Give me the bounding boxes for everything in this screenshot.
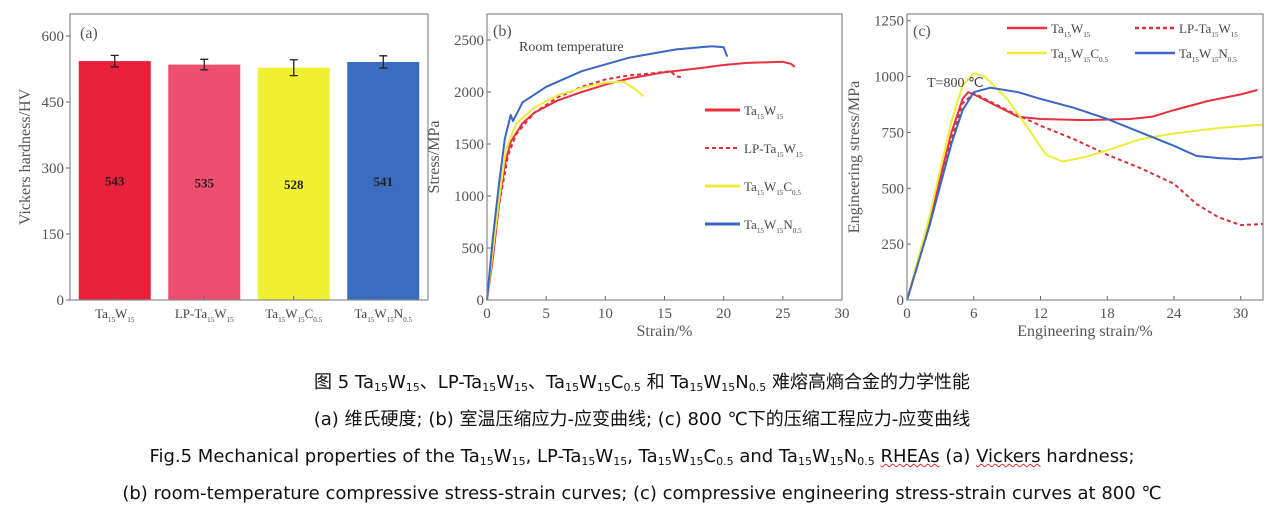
legend-label-0: Ta15W15 <box>744 103 784 121</box>
series-line-2 <box>906 72 1264 301</box>
caption-line-cn-title: 图 5 Ta15W15、LP-Ta15W15、Ta15W15C0.5 和 Ta1… <box>314 372 970 394</box>
panel-label: (a) <box>80 25 98 42</box>
caption-line-en-title: Fig.5 Mechanical properties of the Ta15W… <box>149 446 1135 468</box>
x-tick-label-6: 30 <box>835 306 850 322</box>
figure-panels: 543 Ta15W15 535 LP-Ta15W15 528 Ta15W15C0.5 541… <box>17 13 1264 340</box>
bar-value-label-1: 535 <box>195 175 215 190</box>
plot-frame <box>69 13 429 301</box>
y-tick-label-4: 2000 <box>454 85 484 101</box>
legend-label-2: Ta15W15C0.5 <box>744 179 801 197</box>
y-tick-label-0: 0 <box>897 293 905 309</box>
x-tick-label-3: Ta15W15N0.5 <box>354 306 412 324</box>
error-bar-2 <box>289 59 298 77</box>
y-tick-label-1: 250 <box>882 237 905 253</box>
bar-2 <box>257 67 330 301</box>
x-tick-label-2: Ta15W15C0.5 <box>265 306 322 324</box>
y-tick-label-5: 1250 <box>874 14 904 30</box>
y-tick-label-2: 300 <box>42 161 65 177</box>
series-line-1 <box>906 92 1264 301</box>
y-tick-label-4: 1000 <box>874 70 904 86</box>
plot-frame-1 <box>486 13 843 301</box>
x-tick-label-2: 10 <box>598 306 613 322</box>
x-tick-label-3: 18 <box>1100 306 1115 322</box>
error-bar-1 <box>200 58 209 71</box>
x-tick-label-4: 24 <box>1167 306 1183 322</box>
annotation-room-temperature: Room temperature <box>519 40 624 55</box>
series-line-3 <box>906 86 1264 301</box>
bar-3 <box>347 61 420 301</box>
y-tick-label-4: 600 <box>42 29 65 45</box>
series-line-2 <box>486 80 644 301</box>
plot-frame-2 <box>906 13 1264 301</box>
y-tick-label-2: 1000 <box>454 189 484 205</box>
legend-label-1: LP-Ta15W15 <box>1179 21 1238 39</box>
bar-value-label-2: 528 <box>284 177 304 192</box>
y-tick-label-0: 0 <box>477 293 485 309</box>
x-tick-label-5: 25 <box>775 306 790 322</box>
panel-label-1: (b) <box>493 23 512 40</box>
error-bar-3 <box>379 55 388 69</box>
bar-value-label-3: 541 <box>374 174 394 189</box>
x-tick-label-0: Ta15W15 <box>95 306 135 324</box>
legend-label-0: Ta15W15 <box>1051 21 1091 39</box>
series-line-0 <box>906 89 1258 301</box>
legend-label-3: Ta15W15N0.5 <box>1179 46 1237 64</box>
x-tick-label-3: 15 <box>657 306 672 322</box>
x-axis-label-1: Strain/% <box>637 323 693 340</box>
y-tick-label-0: 0 <box>57 293 65 309</box>
series-line-1 <box>486 70 683 301</box>
bar-1 <box>168 64 241 300</box>
bar-0 <box>78 61 151 300</box>
y-tick-label-3: 750 <box>882 125 905 141</box>
x-tick-label-0: 0 <box>483 306 491 322</box>
x-tick-label-0: 0 <box>903 306 911 322</box>
x-tick-label-1: 5 <box>542 306 550 322</box>
x-tick-label-4: 20 <box>716 306 731 322</box>
x-tick-label-2: 12 <box>1033 306 1048 322</box>
y-tick-label-1: 500 <box>462 241 485 257</box>
y-tick-label-5: 2500 <box>454 33 484 49</box>
y-tick-label-1: 150 <box>42 227 65 243</box>
panel-label-2: (c) <box>913 23 931 40</box>
y-axis-label-1: Stress/MPa <box>426 121 443 194</box>
legend-label-3: Ta15W15N0.5 <box>744 217 802 235</box>
legend-label-2: Ta15W15C0.5 <box>1051 46 1108 64</box>
series-line-3 <box>486 45 729 301</box>
legend-label-1: LP-Ta15W15 <box>744 141 803 159</box>
x-axis-label-2: Engineering strain/% <box>1017 323 1153 340</box>
y-axis-label-2: Engineering stress/MPa <box>846 81 863 233</box>
bar-value-label-0: 543 <box>105 174 125 189</box>
caption-line-cn-sub: (a) 维氏硬度; (b) 室温压缩应力-应变曲线; (c) 800 ℃下的压缩… <box>313 409 971 430</box>
x-tick-label-5: 30 <box>1233 306 1248 322</box>
caption-line-en-sub: (b) room-temperature compressive stress-… <box>122 483 1162 504</box>
y-tick-label-2: 500 <box>882 181 905 197</box>
y-axis-label: Vickers hardness/HV <box>17 88 34 225</box>
x-tick-label-1: 6 <box>970 306 978 322</box>
annotation-temperature: T=800 ℃ <box>927 76 984 91</box>
error-bar-0 <box>110 54 119 68</box>
y-tick-label-3: 450 <box>42 95 65 111</box>
x-tick-label-1: LP-Ta15W15 <box>175 306 234 324</box>
y-tick-label-3: 1500 <box>454 137 484 153</box>
